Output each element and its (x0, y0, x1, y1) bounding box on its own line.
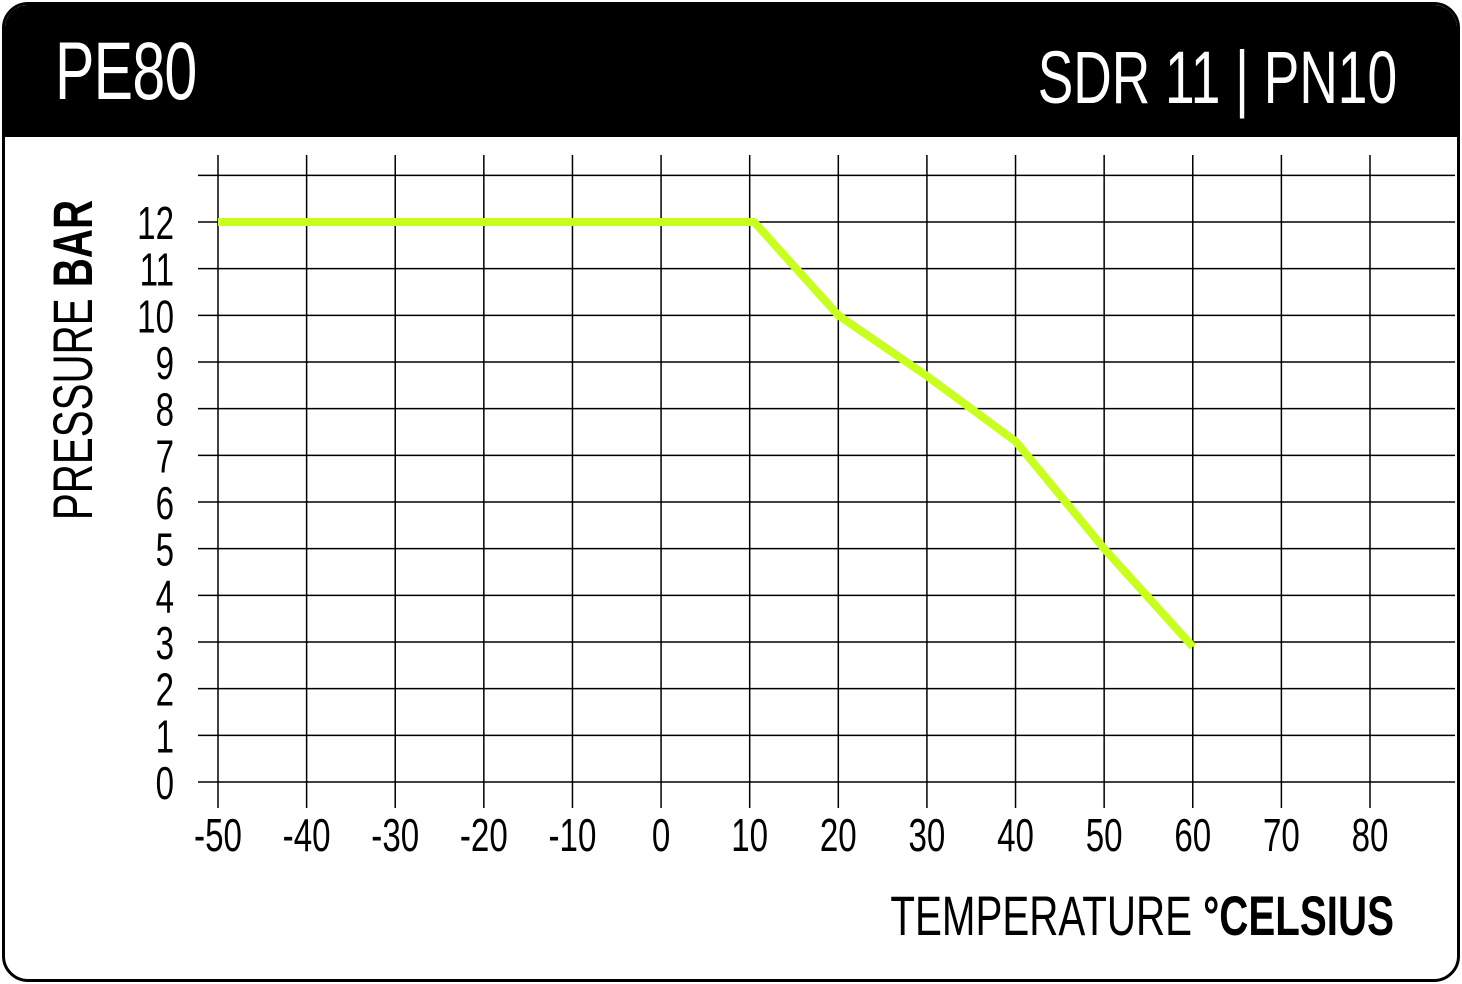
x-tick-label: -30 (371, 811, 419, 861)
x-tick-label: -40 (283, 811, 331, 861)
y-axis-label-regular: PRESSURE (43, 287, 105, 520)
y-tick-label: 1 (156, 712, 174, 762)
y-axis-label: PRESSURE BAR (43, 200, 105, 520)
series-group (217, 218, 1196, 650)
x-tick-label: -10 (549, 811, 597, 861)
chart-grid (198, 155, 1455, 808)
y-axis-label-bold: BAR (43, 200, 105, 287)
y-tick-label: 2 (156, 665, 174, 715)
y-tick-label: 3 (156, 619, 174, 669)
x-tick-label: 70 (1263, 811, 1300, 861)
chart-title: PE80 (55, 26, 197, 117)
y-tick-label: 6 (156, 479, 174, 529)
x-axis-label-regular: TEMPERATURE (890, 886, 1203, 948)
y-tick-label: 5 (156, 525, 174, 575)
y-tick-label: 12 (137, 199, 174, 249)
x-axis-label-bold: °CELSIUS (1203, 886, 1394, 948)
x-tick-label: 10 (731, 811, 768, 861)
chart-subtitle: SDR 11 | PN10 (1037, 36, 1397, 119)
y-tick-label: 7 (156, 432, 174, 482)
y-tick-label: 0 (156, 759, 174, 809)
x-tick-label: 30 (908, 811, 945, 861)
y-tick-label: 8 (156, 385, 174, 435)
chart-header: PE80 SDR 11 | PN10 (5, 5, 1457, 137)
x-tick-label: 80 (1352, 811, 1389, 861)
y-tick-label: 4 (156, 572, 174, 622)
pressure-series-line (218, 218, 1196, 650)
x-tick-label: 40 (997, 811, 1034, 861)
x-axis-label: TEMPERATURE °CELSIUS (890, 886, 1394, 948)
x-tick-label: 0 (652, 811, 670, 861)
x-tick-label: 20 (820, 811, 857, 861)
x-tick-label: -50 (194, 811, 242, 861)
y-tick-label: 11 (140, 245, 174, 295)
x-tick-label: 60 (1174, 811, 1211, 861)
x-axis-ticks: -50 -40 -30 -20 -10 0 10 20 30 40 50 60 70 80 (194, 811, 1388, 861)
x-tick-label: -20 (460, 811, 508, 861)
x-tick-label: 50 (1086, 811, 1123, 861)
y-tick-label: 10 (137, 292, 174, 342)
y-tick-label: 9 (156, 339, 174, 389)
